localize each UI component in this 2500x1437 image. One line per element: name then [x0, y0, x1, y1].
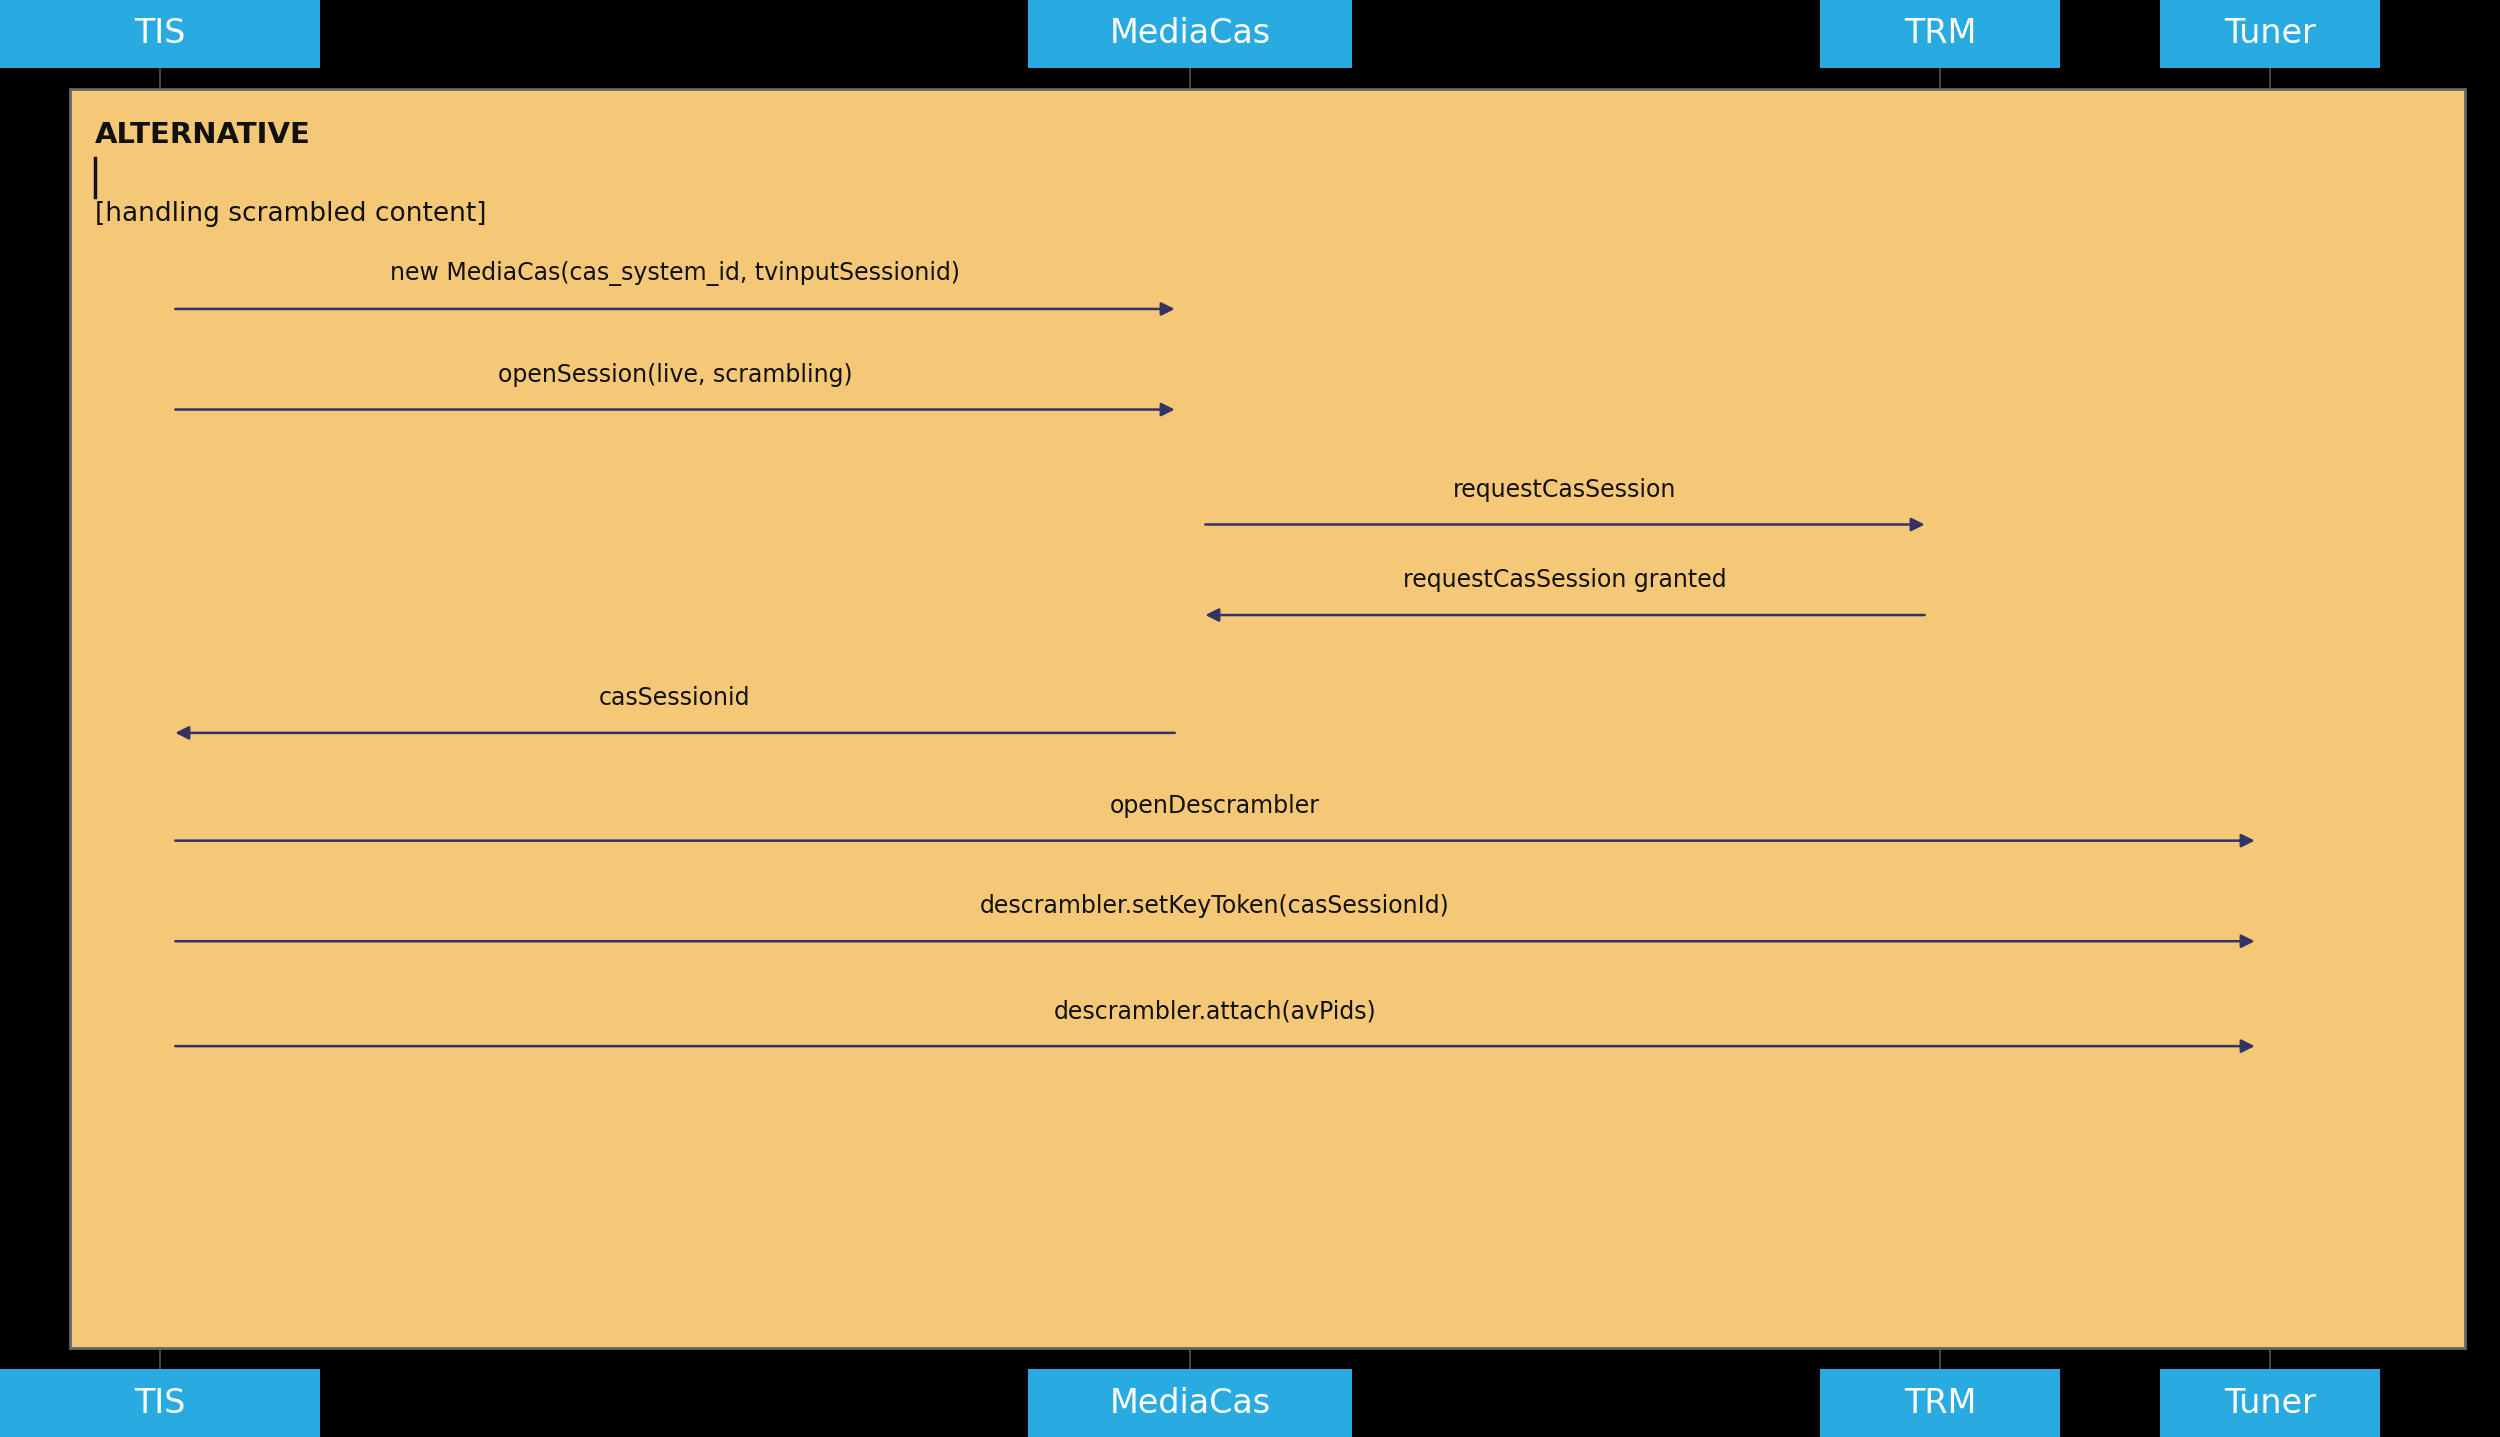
FancyBboxPatch shape — [1028, 0, 1353, 68]
Text: MediaCas: MediaCas — [1110, 1387, 1270, 1420]
Text: descrambler.setKeyToken(casSessionId): descrambler.setKeyToken(casSessionId) — [980, 894, 1450, 918]
FancyBboxPatch shape — [70, 89, 2465, 1348]
Text: TRM: TRM — [1905, 1387, 1975, 1420]
FancyBboxPatch shape — [0, 1369, 320, 1437]
Text: openDescrambler: openDescrambler — [1110, 793, 1320, 818]
FancyBboxPatch shape — [2160, 1369, 2380, 1437]
FancyBboxPatch shape — [1820, 0, 2060, 68]
Text: openSession(live, scrambling): openSession(live, scrambling) — [498, 362, 852, 387]
Text: casSessionid: casSessionid — [600, 685, 750, 710]
Text: TIS: TIS — [135, 1387, 185, 1420]
Text: Tuner: Tuner — [2225, 1387, 2315, 1420]
Text: [handling scrambled content]: [handling scrambled content] — [95, 201, 488, 227]
FancyBboxPatch shape — [2160, 0, 2380, 68]
Text: new MediaCas(cas_system_id, tvinputSessionid): new MediaCas(cas_system_id, tvinputSessi… — [390, 262, 960, 286]
Text: ALTERNATIVE: ALTERNATIVE — [95, 121, 310, 148]
Text: TIS: TIS — [135, 17, 185, 50]
FancyBboxPatch shape — [1028, 1369, 1353, 1437]
FancyBboxPatch shape — [0, 0, 320, 68]
FancyBboxPatch shape — [1820, 1369, 2060, 1437]
Text: requestCasSession: requestCasSession — [1452, 477, 1678, 502]
Text: requestCasSession granted: requestCasSession granted — [1403, 568, 1728, 592]
Text: descrambler.attach(avPids): descrambler.attach(avPids) — [1052, 999, 1378, 1023]
Text: Tuner: Tuner — [2225, 17, 2315, 50]
Text: TRM: TRM — [1905, 17, 1975, 50]
Text: MediaCas: MediaCas — [1110, 17, 1270, 50]
